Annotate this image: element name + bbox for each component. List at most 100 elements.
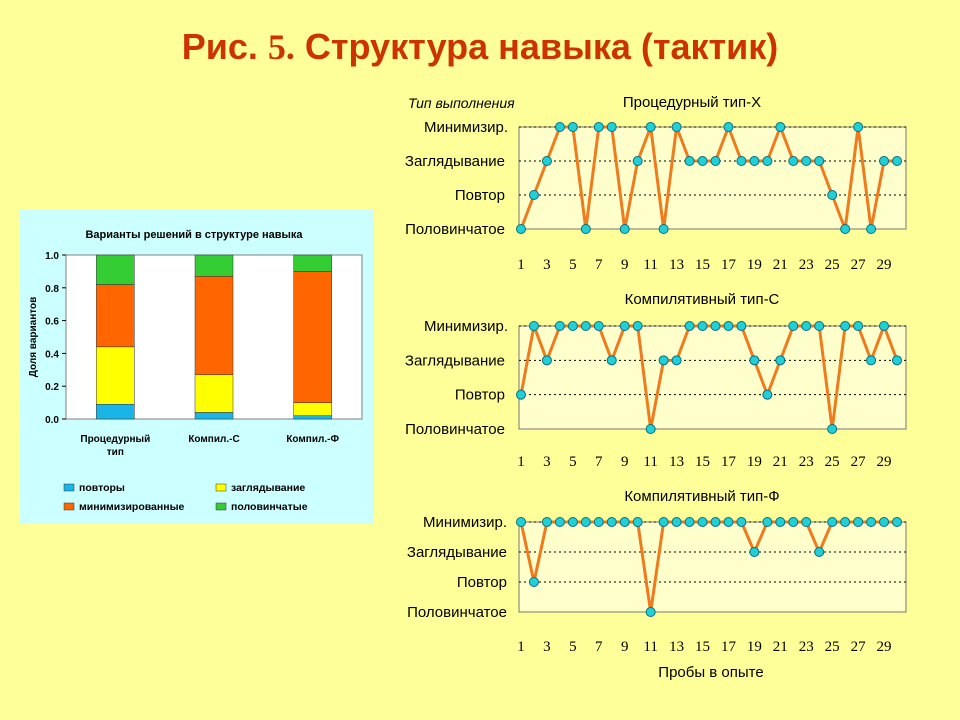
title-rest: Структура навыка (тактик) [304,26,779,67]
slide-title: Рис. 5. Структура навыка (тактик) [0,26,960,68]
line-x-tick-label: 11 [643,257,657,273]
line-y-category-label: Минимизир. [424,318,508,335]
line-x-tick-label: 9 [621,257,629,273]
bar-segment [96,254,135,285]
line-chart-title: Компилятивный тип-Ф [624,488,779,505]
line-x-tick-label: 17 [721,639,737,655]
bar-category-label: Процедурный тип [80,434,150,458]
line-point [814,547,825,557]
line-x-tick-label: 15 [695,639,710,655]
bar-y-tick-label: 1.0 [45,251,59,262]
line-point [710,321,721,331]
line-point [671,355,682,366]
line-point [827,424,838,434]
line-point [892,156,902,166]
line-x-tick-label: 11 [643,639,657,655]
line-point [567,321,578,331]
line-x-tick-label: 5 [569,639,577,655]
line-y-category-label: Половинчатое [407,604,507,621]
line-point [866,517,877,527]
bar-chart-title: Варианты решений в структуре навыка [85,229,303,241]
line-x-axis-label: Пробы в опыте [658,664,763,681]
line-x-tick-label: 9 [621,454,629,470]
line-point [684,156,695,166]
line-y-category-label: Повтор [455,187,505,204]
line-point [528,321,539,331]
line-y-category-label: Половинчатое [405,221,505,238]
line-point [736,321,747,331]
bar-chart-panel: Варианты решений в структуре навыка Доля … [20,210,374,524]
line-point [593,517,604,527]
line-point [814,156,825,166]
line-chart-3: Компилятивный тип-Ф Половинчатое Повтор Заг… [407,488,907,681]
line-point [866,355,877,366]
line-point [632,156,643,166]
line-point [866,224,877,234]
line-point [775,355,786,366]
line-point [736,156,747,166]
line-point [775,122,786,132]
line-x-tick-label: 17 [721,257,737,273]
line-y-category-label: Заглядывание [405,352,505,369]
line-point [580,517,591,527]
bar-y-tick-label: 0.0 [45,415,59,426]
line-point [516,517,526,527]
line-x-tick-label: 5 [569,454,577,470]
line-point [516,389,526,400]
bar-category-label: Компил.-Ф [286,434,339,445]
line-point [853,122,864,132]
line-point [580,224,591,234]
line-point [801,517,812,527]
line-x-tick-label: 19 [747,454,762,470]
line-point [840,321,851,331]
legend-label: повторы [79,482,125,494]
line-y-category-label: Минимизир. [423,514,507,531]
line-point [697,517,708,527]
line-x-tick-label: 21 [773,257,788,273]
line-point [632,321,643,331]
line-point [541,355,552,366]
execution-type-label: Тип выполнения [408,95,515,111]
line-point [684,517,695,527]
line-point [723,321,734,331]
line-point [710,517,721,527]
line-point [528,190,539,200]
line-point [840,517,851,527]
line-x-tick-label: 25 [825,454,840,470]
line-x-tick-label: 29 [877,257,892,273]
bar-segment [293,271,332,403]
line-x-tick-label: 21 [773,639,788,655]
line-point [723,122,734,132]
line-point [645,122,656,132]
line-y-category-label: Половинчатое [405,421,505,438]
line-point [788,321,799,331]
line-x-tick-label: 15 [695,454,710,470]
line-y-category-label: Минимизир. [424,119,508,136]
legend-swatch [63,483,75,492]
line-point [879,517,890,527]
line-point [528,577,539,587]
line-plot-area [518,521,907,613]
line-x-tick-label: 23 [799,257,814,273]
line-point [762,156,773,166]
line-point [788,517,799,527]
line-series [519,125,897,231]
line-point [788,156,799,166]
line-x-tick-label: 7 [595,454,603,470]
line-x-tick-label: 15 [695,257,710,273]
line-point [892,517,902,527]
bar-y-tick-label: 0.6 [45,317,59,328]
line-point [853,517,864,527]
bar-y-tick-label: 0.4 [45,349,59,360]
line-point [801,321,812,331]
line-x-tick-label: 13 [669,454,684,470]
line-point [736,517,747,527]
line-point [814,321,825,331]
bar-segment [194,374,234,413]
line-point [593,122,604,132]
legend-swatch [215,502,227,511]
line-x-tick-label: 3 [543,639,551,655]
bar-y-tick-label: 0.8 [45,284,59,295]
line-x-tick-label: 1 [517,454,525,470]
stacked-bar-chart: Варианты решений в структуре навыка Доля … [28,229,363,513]
